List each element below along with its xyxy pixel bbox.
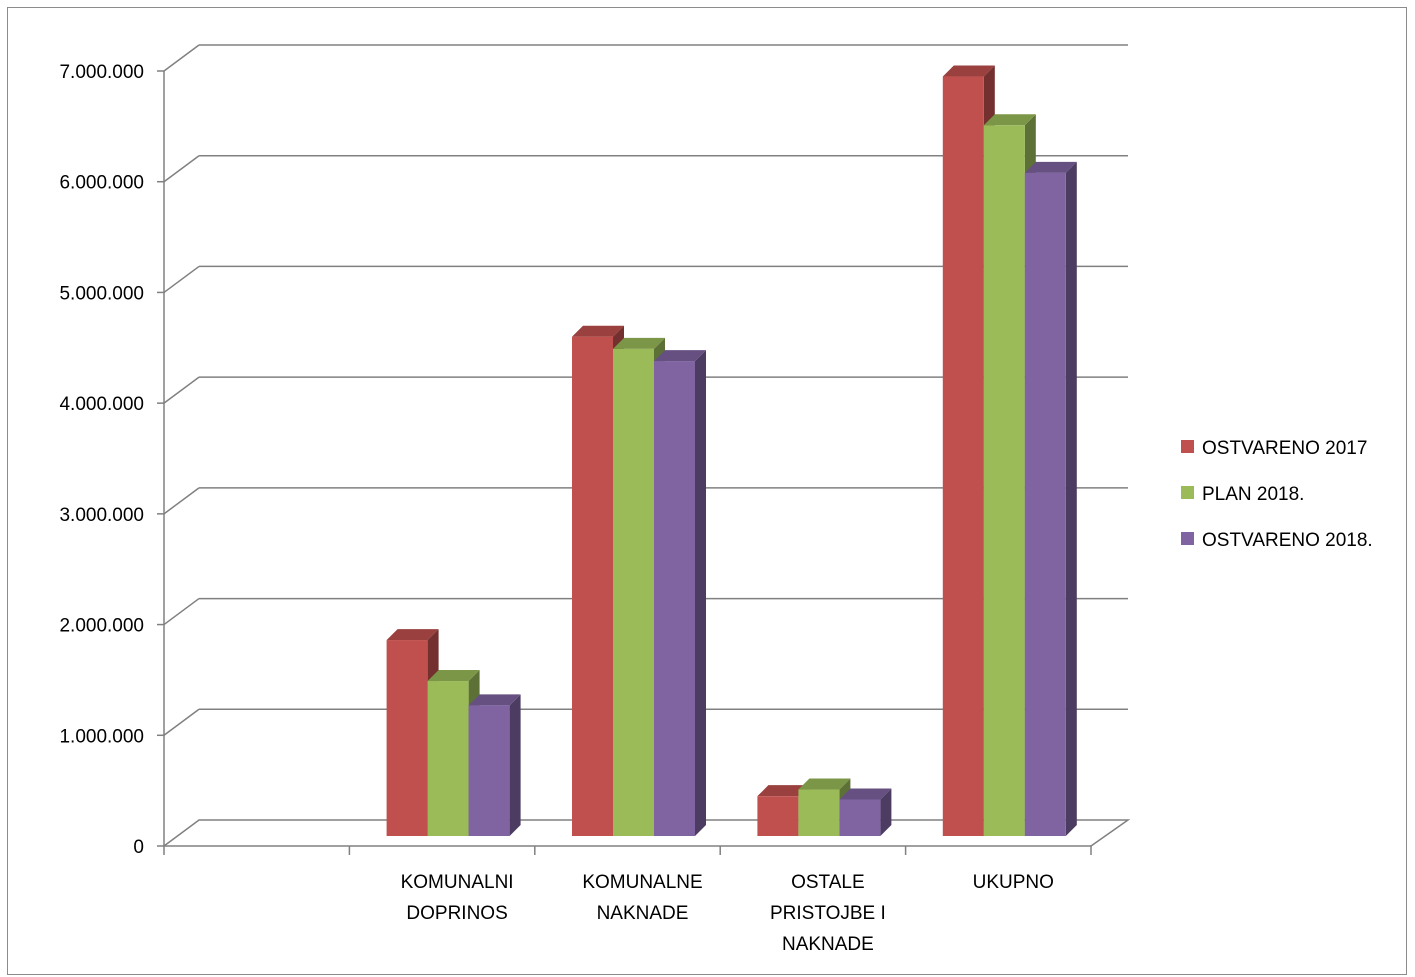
y-tick-label: 2.000.000 bbox=[59, 616, 144, 637]
x-tick-label: UKUPNO bbox=[973, 872, 1054, 893]
y-tick-label: 4.000.000 bbox=[59, 394, 144, 415]
x-tick-label: OSTALE PRISTOJBE I NAKNADE bbox=[770, 872, 886, 955]
legend-item: OSTVARENO 2017 bbox=[1181, 438, 1367, 459]
y-tick-label: 7.000.000 bbox=[59, 62, 144, 83]
gridline bbox=[163, 44, 1128, 72]
y-tick-label: 0 bbox=[133, 837, 144, 858]
bar-chart: 0 1.000.000 2.000.000 3.000.000 4.000.000 5.0… bbox=[59, 44, 1373, 955]
y-tick-label: 1.000.000 bbox=[59, 726, 144, 747]
y-tick-label: 5.000.000 bbox=[59, 283, 144, 304]
bars bbox=[386, 65, 1077, 837]
legend-item: OSTVARENO 2018. bbox=[1181, 530, 1373, 551]
y-tick-label: 3.000.000 bbox=[59, 505, 144, 526]
legend-label: PLAN 2018. bbox=[1202, 484, 1304, 505]
x-tick-label: KOMUNALNE NAKNADE bbox=[582, 872, 702, 924]
legend-item: PLAN 2018. bbox=[1181, 484, 1304, 505]
bar bbox=[839, 788, 892, 836]
y-tick-labels: 0 1.000.000 2.000.000 3.000.000 4.000.000 5.0… bbox=[59, 62, 144, 858]
legend: OSTVARENO 2017 PLAN 2018. OSTVARENO 2018. bbox=[1181, 438, 1373, 551]
legend-label: OSTVARENO 2018. bbox=[1202, 530, 1373, 551]
bar bbox=[654, 350, 706, 836]
chart-frame: 0 1.000.000 2.000.000 3.000.000 4.000.000 5.0… bbox=[7, 7, 1407, 975]
legend-label: OSTVARENO 2017 bbox=[1202, 438, 1367, 459]
legend-swatch bbox=[1181, 486, 1194, 499]
y-tick-label: 6.000.000 bbox=[59, 173, 144, 194]
legend-swatch bbox=[1181, 532, 1194, 545]
bar bbox=[1024, 161, 1077, 836]
x-tick-label: KOMUNALNI DOPRINOS bbox=[401, 872, 514, 924]
x-tick-labels: KOMUNALNI DOPRINOS KOMUNALNE NAKNADE OSTALE P… bbox=[401, 872, 1054, 955]
legend-swatch bbox=[1181, 440, 1194, 453]
bar bbox=[468, 694, 521, 836]
